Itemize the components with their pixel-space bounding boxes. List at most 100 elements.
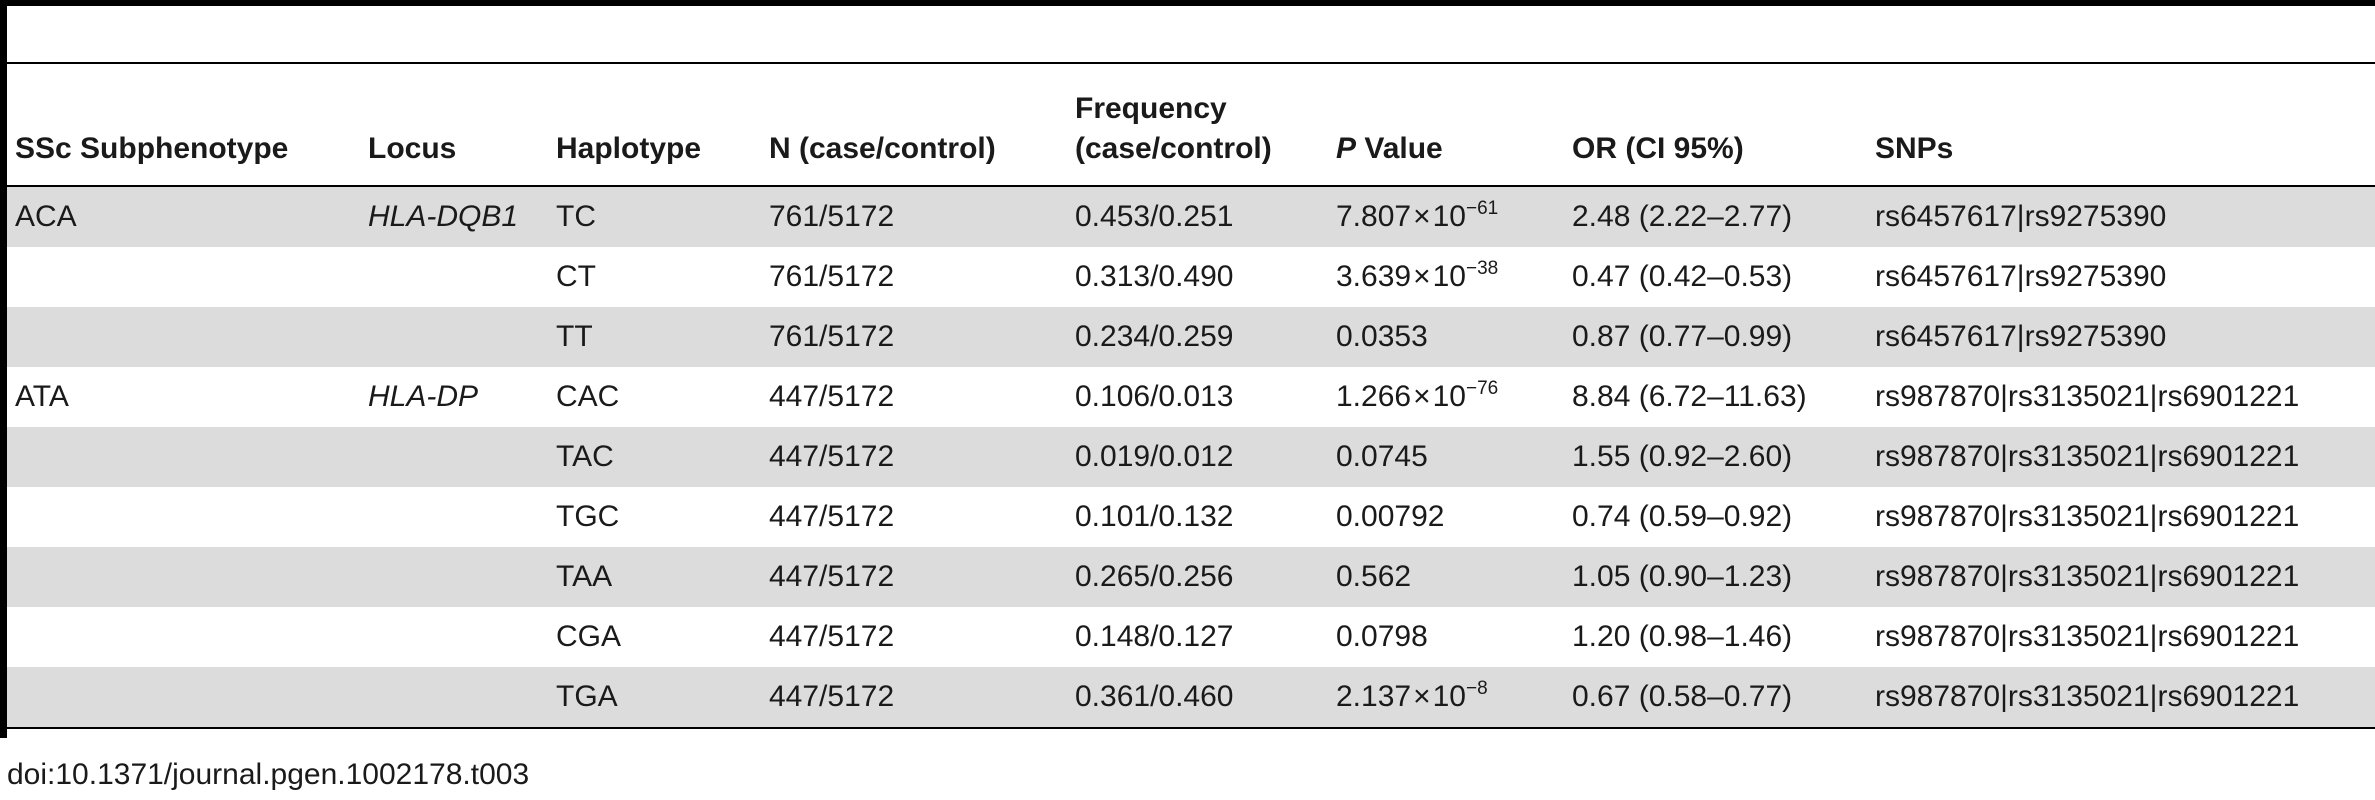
cell-snps: rs987870|rs3135021|rs6901221 [1867, 547, 2375, 607]
cell-snps: rs987870|rs3135021|rs6901221 [1875, 380, 2300, 413]
header-subphenotype: SSc Subphenotype [15, 132, 289, 165]
p-exponent: −8 [1465, 678, 1488, 699]
cell-haplotype: TAA [548, 547, 761, 607]
table-row: ATA HLA-DP CAC 447/5172 0.106/0.013 1.266×10−… [7, 367, 2375, 427]
top-border [7, 0, 2375, 6]
cell-snps: rs987870|rs3135021|rs6901221 [1867, 427, 2375, 487]
cell-p-value: 0.00792 [1336, 500, 1445, 533]
header-p-rest: Value [1356, 132, 1443, 165]
times-sign: × [1413, 680, 1431, 713]
cell-p-value: 0.0353 [1328, 307, 1564, 367]
cell-p-value: 2.137×10−8 [1328, 667, 1564, 728]
p-ten: 10 [1432, 200, 1466, 233]
haplotype-association-table: SSc Subphenotype Locus Haplotype N (case… [7, 64, 2375, 729]
header-p-value: P Value [1328, 64, 1564, 186]
cell-or: 1.55 (0.92–2.60) [1564, 427, 1867, 487]
header-haplotype: Haplotype [556, 132, 702, 165]
cell-frequency: 0.361/0.460 [1067, 667, 1328, 728]
cell-subphenotype [7, 307, 360, 367]
cell-n: 761/5172 [761, 307, 1067, 367]
header-frequency: Frequency (case/control) [1067, 64, 1328, 186]
cell-or: 0.74 (0.59–0.92) [1572, 500, 1793, 533]
cell-frequency: 0.019/0.012 [1067, 427, 1328, 487]
cell-locus [360, 247, 548, 307]
cell-p-value: 0.0798 [1336, 620, 1428, 653]
cell-subphenotype [7, 667, 360, 728]
doi-caption: doi:10.1371/journal.pgen.1002178.t003 [7, 758, 530, 791]
table-top-rule [7, 62, 2375, 64]
cell-n: 447/5172 [761, 667, 1067, 728]
cell-frequency: 0.453/0.251 [1067, 186, 1328, 247]
cell-frequency: 0.265/0.256 [1067, 547, 1328, 607]
cell-n: 447/5172 [769, 500, 895, 533]
cell-p-value: 0.562 [1328, 547, 1564, 607]
cell-haplotype: TGA [548, 667, 761, 728]
cell-locus [360, 427, 548, 487]
cell-or: 0.87 (0.77–0.99) [1564, 307, 1867, 367]
p-base: 3.639 [1336, 260, 1412, 293]
header-n: N (case/control) [769, 132, 996, 165]
cell-haplotype: CT [556, 260, 596, 293]
cell-n: 447/5172 [769, 380, 895, 413]
cell-or: 8.84 (6.72–11.63) [1572, 380, 1807, 413]
cell-n: 447/5172 [761, 427, 1067, 487]
cell-snps: rs987870|rs3135021|rs6901221 [1867, 667, 2375, 728]
cell-snps: rs987870|rs3135021|rs6901221 [1875, 620, 2300, 653]
cell-p-value: 3.639×10−38 [1328, 247, 1564, 307]
cell-or: 1.20 (0.98–1.46) [1572, 620, 1793, 653]
cell-locus: HLA-DQB1 [360, 186, 548, 247]
table-row: TGC 447/5172 0.101/0.132 0.00792 0.74 (0.59–… [7, 487, 2375, 547]
cell-subphenotype [7, 607, 360, 667]
cell-n: 761/5172 [769, 260, 895, 293]
cell-p-value: 0.0745 [1328, 427, 1564, 487]
cell-locus [360, 607, 548, 667]
cell-n: 447/5172 [769, 620, 895, 653]
cell-snps: rs6457617|rs9275390 [1875, 260, 2167, 293]
p-ten: 10 [1432, 380, 1466, 413]
cell-subphenotype [7, 247, 360, 307]
table-row: TT 761/5172 0.234/0.259 0.0353 0.87 (0.77–0.… [7, 307, 2375, 367]
cell-haplotype: TAC [548, 427, 761, 487]
left-border [0, 0, 7, 738]
times-sign: × [1413, 380, 1431, 413]
p-ten: 10 [1432, 260, 1466, 293]
cell-frequency: 0.234/0.259 [1067, 307, 1328, 367]
cell-locus: HLA-DP [368, 380, 479, 413]
table-row: CGA 447/5172 0.148/0.127 0.0798 1.20 (0.98–1… [7, 607, 2375, 667]
header-frequency-line1: Frequency [1075, 92, 1227, 125]
header-frequency-line2: (case/control) [1075, 132, 1272, 165]
cell-subphenotype: ACA [7, 186, 360, 247]
header-row: SSc Subphenotype Locus Haplotype N (case… [7, 64, 2375, 186]
cell-haplotype: CGA [556, 620, 622, 653]
times-sign: × [1413, 200, 1431, 233]
p-ten: 10 [1432, 680, 1466, 713]
cell-haplotype: TT [548, 307, 761, 367]
cell-snps: rs987870|rs3135021|rs6901221 [1875, 500, 2300, 533]
cell-haplotype: CAC [556, 380, 620, 413]
cell-snps: rs6457617|rs9275390 [1867, 307, 2375, 367]
cell-locus [360, 547, 548, 607]
table-row: TAC 447/5172 0.019/0.012 0.0745 1.55 (0.92–2… [7, 427, 2375, 487]
cell-subphenotype [7, 547, 360, 607]
cell-subphenotype [7, 427, 360, 487]
cell-n: 447/5172 [761, 547, 1067, 607]
table-container: SSc Subphenotype Locus Haplotype N (case… [7, 62, 2375, 729]
table-row: TGA 447/5172 0.361/0.460 2.137×10−8 0.67 (0.… [7, 667, 2375, 728]
cell-or: 2.48 (2.22–2.77) [1564, 186, 1867, 247]
header-snps: SNPs [1875, 132, 1954, 165]
cell-or: 0.67 (0.58–0.77) [1564, 667, 1867, 728]
p-exponent: −38 [1465, 258, 1499, 279]
times-sign: × [1413, 260, 1431, 293]
cell-frequency: 0.101/0.132 [1075, 500, 1234, 533]
cell-or: 0.47 (0.42–0.53) [1572, 260, 1793, 293]
p-exponent: −61 [1465, 198, 1499, 219]
cell-subphenotype [7, 487, 360, 547]
p-base: 7.807 [1336, 200, 1412, 233]
cell-subphenotype: ATA [15, 380, 69, 413]
cell-p-value: 1.266×10−76 [1328, 367, 1564, 427]
cell-frequency: 0.313/0.490 [1075, 260, 1234, 293]
header-or: OR (CI 95%) [1572, 132, 1744, 165]
table-row: TAA 447/5172 0.265/0.256 0.562 1.05 (0.90–1.… [7, 547, 2375, 607]
cell-p-value: 7.807×10−61 [1328, 186, 1564, 247]
cell-frequency: 0.106/0.013 [1075, 380, 1234, 413]
